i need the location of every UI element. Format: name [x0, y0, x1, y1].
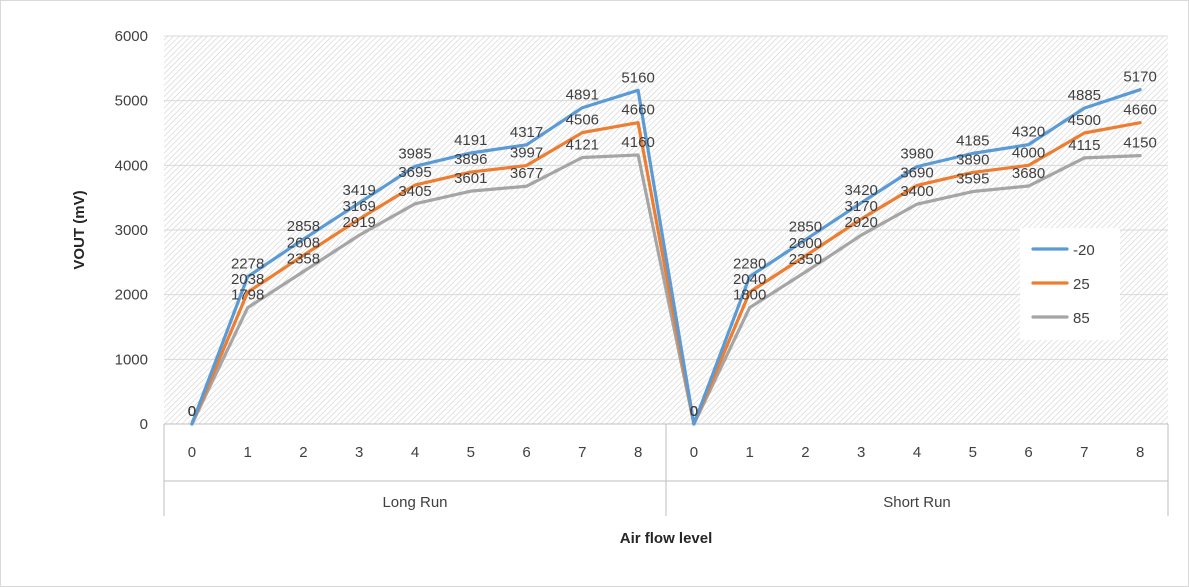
- data-label: 1798: [231, 287, 264, 304]
- data-label: 3680: [1012, 165, 1045, 182]
- data-label: 2600: [789, 235, 822, 252]
- data-label: 5160: [621, 69, 654, 86]
- data-label: 4891: [566, 87, 599, 104]
- x-tick-label: 2: [801, 444, 809, 461]
- y-tick-label: 3000: [115, 222, 148, 239]
- data-label: 4317: [510, 124, 543, 141]
- x-tick-label: 5: [467, 444, 475, 461]
- data-label: 2040: [733, 271, 766, 288]
- data-label: 3890: [956, 151, 989, 168]
- data-label: 2608: [287, 234, 320, 251]
- data-labels: 0 2278 2858 3419 3985 4191 4317 4891 5160 0 2280 28…: [188, 69, 1157, 420]
- data-label: 0: [690, 403, 698, 420]
- x-tick-label: 4: [913, 444, 921, 461]
- data-label: 3695: [398, 164, 431, 181]
- data-label: 3420: [845, 182, 878, 199]
- data-label: 4115: [1068, 137, 1100, 154]
- data-label: 0: [188, 403, 196, 420]
- data-label: 0: [188, 403, 196, 420]
- data-label: 3980: [900, 146, 933, 163]
- data-label: 4191: [454, 132, 487, 149]
- x-tick-label: 0: [188, 444, 196, 461]
- data-label: 4000: [1012, 144, 1045, 161]
- legend-label: 25: [1073, 276, 1090, 293]
- data-label: 4160: [621, 134, 654, 151]
- data-label: 3896: [454, 151, 487, 168]
- y-axis-title: VOUT (mV): [71, 190, 88, 269]
- x-tick-label: 8: [634, 444, 642, 461]
- x-group-label: Short Run: [883, 494, 951, 511]
- data-label: 3677: [510, 165, 543, 182]
- x-tick-label: 2: [299, 444, 307, 461]
- x-tick-label: 7: [1080, 444, 1088, 461]
- x-tick-label: 6: [522, 444, 530, 461]
- x-tick-label: 3: [857, 444, 865, 461]
- x-axis-title: Air flow level: [620, 530, 713, 547]
- data-label: 5170: [1123, 69, 1156, 86]
- y-tick-label: 5000: [115, 93, 148, 110]
- data-label: 4150: [1123, 135, 1156, 152]
- y-tick-label: 4000: [115, 157, 148, 174]
- data-label: 3419: [343, 182, 376, 199]
- data-label: 2850: [789, 219, 822, 236]
- data-label: 3997: [510, 145, 543, 162]
- data-label: 3595: [956, 171, 989, 188]
- series-line--20: [190, 88, 1142, 426]
- data-label: 4500: [1068, 112, 1101, 129]
- series-line-25: [190, 121, 1142, 426]
- y-tick-label: 2000: [115, 287, 148, 304]
- data-label: 2038: [231, 271, 264, 288]
- data-label: 4885: [1068, 87, 1101, 104]
- data-label: 3169: [343, 198, 376, 215]
- data-label: 3405: [398, 183, 431, 200]
- data-label: 1800: [733, 287, 766, 304]
- data-label: 2280: [733, 256, 766, 273]
- data-label: 3690: [900, 164, 933, 181]
- data-label: 3601: [454, 170, 487, 187]
- data-label: 2919: [343, 214, 376, 231]
- x-tick-label: 6: [1024, 444, 1032, 461]
- legend: -20 25 85: [1020, 228, 1120, 340]
- data-label: 2358: [287, 251, 320, 268]
- data-label: 2278: [231, 256, 264, 273]
- data-label: 4121: [566, 137, 599, 154]
- y-tick-label: 0: [140, 416, 148, 433]
- data-label: 2920: [845, 214, 878, 231]
- legend-label: -20: [1073, 242, 1095, 259]
- x-group-label: Long Run: [382, 494, 447, 511]
- data-label: 3400: [900, 183, 933, 200]
- x-tick-label: 4: [411, 444, 419, 461]
- data-label: 4660: [1123, 102, 1156, 119]
- data-label: 4660: [621, 102, 654, 119]
- data-label: 2858: [287, 218, 320, 235]
- legend-label: 85: [1073, 310, 1090, 327]
- x-tick-label: 5: [969, 444, 977, 461]
- data-label: 0: [690, 403, 698, 420]
- x-tick-label: 7: [578, 444, 586, 461]
- x-tick-label: 3: [355, 444, 363, 461]
- x-tick-label: 1: [745, 444, 753, 461]
- data-label: 4506: [566, 112, 599, 129]
- data-label: 0: [690, 403, 698, 420]
- data-label: 4320: [1012, 124, 1045, 141]
- y-tick-label: 1000: [115, 351, 148, 368]
- x-tick-label: 8: [1136, 444, 1144, 461]
- y-tick-label: 6000: [115, 28, 148, 45]
- data-label: 4185: [956, 132, 989, 149]
- data-label: 2350: [789, 251, 822, 268]
- data-label: 3170: [845, 198, 878, 215]
- x-tick-label: 0: [690, 444, 698, 461]
- series-lines: [190, 88, 1142, 426]
- data-label: 3985: [398, 145, 431, 162]
- data-label: 0: [188, 403, 196, 420]
- series-line-85: [190, 153, 1142, 426]
- x-tick-label: 1: [243, 444, 251, 461]
